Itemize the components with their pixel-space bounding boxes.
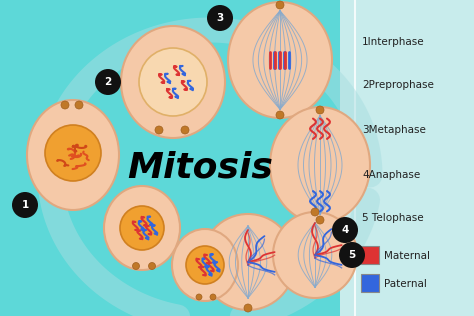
- Ellipse shape: [201, 214, 295, 310]
- Text: 1Interphase: 1Interphase: [362, 37, 425, 47]
- Text: 2: 2: [104, 77, 111, 87]
- Circle shape: [311, 208, 319, 216]
- FancyBboxPatch shape: [340, 0, 474, 316]
- Text: Mitosis: Mitosis: [127, 151, 273, 185]
- FancyBboxPatch shape: [361, 274, 379, 292]
- Circle shape: [155, 126, 163, 134]
- Circle shape: [244, 304, 252, 312]
- Circle shape: [75, 101, 83, 109]
- Circle shape: [316, 106, 324, 114]
- Text: 4: 4: [341, 225, 349, 235]
- Text: Maternal: Maternal: [384, 251, 430, 261]
- Circle shape: [139, 48, 207, 116]
- Circle shape: [210, 294, 216, 300]
- Circle shape: [61, 101, 69, 109]
- Text: 3: 3: [216, 13, 224, 23]
- Circle shape: [332, 217, 358, 243]
- Circle shape: [339, 242, 365, 268]
- Circle shape: [276, 1, 284, 9]
- Ellipse shape: [273, 212, 357, 298]
- Text: 5: 5: [348, 250, 356, 260]
- Ellipse shape: [104, 186, 180, 270]
- Text: 2Preprophase: 2Preprophase: [362, 80, 434, 90]
- FancyBboxPatch shape: [361, 246, 379, 264]
- Ellipse shape: [270, 107, 370, 223]
- Circle shape: [186, 246, 224, 284]
- Text: 5 Telophase: 5 Telophase: [362, 213, 424, 223]
- Circle shape: [133, 263, 139, 270]
- Circle shape: [316, 216, 324, 224]
- Circle shape: [120, 206, 164, 250]
- Circle shape: [196, 294, 202, 300]
- Circle shape: [12, 192, 38, 218]
- Ellipse shape: [172, 229, 238, 301]
- Text: 1: 1: [21, 200, 28, 210]
- Circle shape: [148, 263, 155, 270]
- Ellipse shape: [121, 26, 225, 138]
- Circle shape: [95, 69, 121, 95]
- Text: 3Metaphase: 3Metaphase: [362, 125, 426, 135]
- Circle shape: [207, 5, 233, 31]
- Ellipse shape: [228, 2, 332, 118]
- Circle shape: [45, 125, 101, 181]
- Text: 4Anaphase: 4Anaphase: [362, 170, 420, 180]
- Text: Paternal: Paternal: [384, 279, 427, 289]
- Circle shape: [276, 111, 284, 119]
- Ellipse shape: [27, 100, 119, 210]
- Circle shape: [181, 126, 189, 134]
